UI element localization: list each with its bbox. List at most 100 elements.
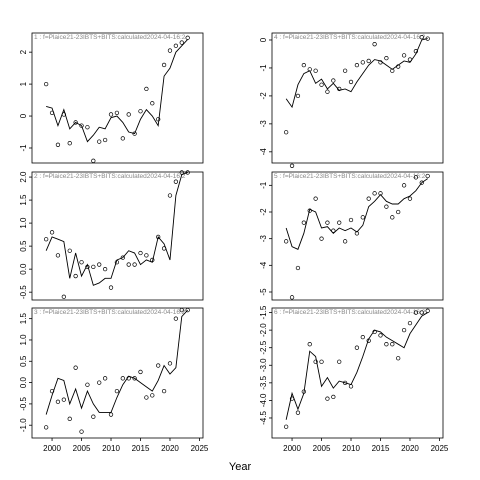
observed-point (284, 130, 289, 135)
observed-point (173, 316, 179, 321)
observed-point (331, 394, 336, 400)
observed-point (307, 208, 312, 213)
fitted-line (45, 309, 188, 415)
observed-point (354, 63, 360, 68)
observed-point (348, 217, 354, 223)
observed-point (173, 43, 179, 48)
observed-point (108, 112, 114, 117)
observed-point (185, 307, 190, 313)
observed-point (425, 308, 430, 313)
observed-point (44, 237, 49, 242)
y-tick-label: -2 (259, 92, 268, 100)
observed-point (372, 329, 377, 335)
observed-point (179, 307, 184, 313)
observed-point (132, 262, 137, 267)
panel-title: 6 : f=Plaice21-23IBTS+BITS:calculated202… (274, 309, 426, 316)
observed-point (73, 120, 78, 125)
panel: 4 : f=Plaice21-23IBTS+BITS:calculated202… (259, 32, 444, 168)
observed-point (342, 68, 348, 73)
fitted-line (46, 39, 188, 143)
observed-point (156, 363, 161, 368)
y-tick-label: -1 (259, 64, 268, 72)
observed-point (413, 49, 419, 54)
observed-point (354, 345, 360, 350)
observed-point (384, 342, 389, 347)
observed-point (167, 48, 173, 53)
observed-point (85, 382, 90, 387)
observed-point (138, 109, 143, 114)
observed-point (425, 36, 430, 41)
x-tick-label: 2010 (342, 444, 360, 453)
panel-frame (271, 32, 444, 164)
observed-point (325, 89, 330, 94)
observed-point (289, 163, 295, 168)
observed-point (167, 361, 173, 366)
observed-point (120, 136, 125, 141)
observed-point (319, 82, 324, 87)
observed-point (97, 262, 102, 267)
observed-point (401, 183, 407, 188)
observed-point (384, 204, 389, 209)
observed-point (360, 215, 365, 220)
observed-point (114, 388, 120, 394)
panel: 5 : f=Plaice21-23IBTS+BITS:calculated202… (259, 171, 444, 301)
panel: 3 : f=Plaice21-23IBTS+BITS:calculated202… (19, 307, 209, 453)
panel-title: 4 : f=Plaice21-23IBTS+BITS:calculated202… (274, 34, 426, 41)
y-tick-label: 1.0 (19, 334, 28, 346)
observed-point (301, 389, 306, 394)
x-tick-label: 2015 (132, 444, 150, 453)
observed-point (384, 56, 389, 61)
observed-point (150, 393, 155, 398)
observed-point (44, 425, 49, 430)
observed-point (61, 397, 66, 402)
observed-point (313, 68, 318, 73)
y-tick-label: -1.5 (259, 305, 268, 319)
observed-point (313, 196, 318, 201)
y-tick-label: 0 (259, 37, 268, 42)
panel: 1 : f=Plaice21-23IBTS+BITS:calculated202… (19, 32, 204, 164)
y-tick-label: -4 (259, 148, 268, 156)
observed-point (284, 424, 289, 429)
observed-point (55, 399, 61, 404)
observed-point (97, 380, 102, 385)
observed-point (102, 376, 108, 381)
y-tick-label: -1.0 (19, 418, 28, 432)
observed-point (67, 141, 72, 146)
observed-point (390, 68, 395, 73)
observed-point (161, 62, 167, 68)
observed-point (185, 170, 190, 175)
observed-point (167, 193, 173, 198)
observed-point (114, 110, 120, 116)
y-tick-label: -4.5 (259, 411, 268, 425)
observed-point (108, 285, 114, 290)
y-tick-label: -0.5 (19, 285, 28, 299)
y-tick-label: -4 (259, 261, 268, 269)
x-tick-label: 2000 (43, 444, 61, 453)
observed-point (396, 209, 401, 215)
fitted-line (285, 178, 428, 250)
observed-point (67, 248, 72, 253)
observed-point (138, 250, 143, 256)
y-tick-label: 1 (19, 81, 28, 86)
observed-point (55, 253, 61, 258)
x-tick-label: 2000 (283, 444, 301, 453)
observed-point (342, 239, 348, 244)
observed-point (144, 253, 149, 258)
observed-point (289, 396, 295, 401)
observed-point (156, 117, 161, 122)
observed-point (413, 175, 419, 180)
y-tick-label: 1.0 (19, 217, 28, 229)
panel-frame (31, 307, 204, 439)
observed-point (150, 101, 155, 106)
observed-point (331, 78, 336, 83)
y-tick-label: -2.5 (259, 340, 268, 354)
observed-point (390, 342, 395, 347)
observed-point (126, 112, 131, 117)
y-tick-label: -1 (259, 181, 268, 189)
observed-point (401, 53, 407, 58)
observed-point (55, 142, 61, 147)
observed-point (307, 342, 312, 347)
x-tick-label: 2005 (313, 444, 331, 453)
observed-point (49, 110, 55, 116)
y-tick-label: 0.0 (19, 263, 28, 275)
